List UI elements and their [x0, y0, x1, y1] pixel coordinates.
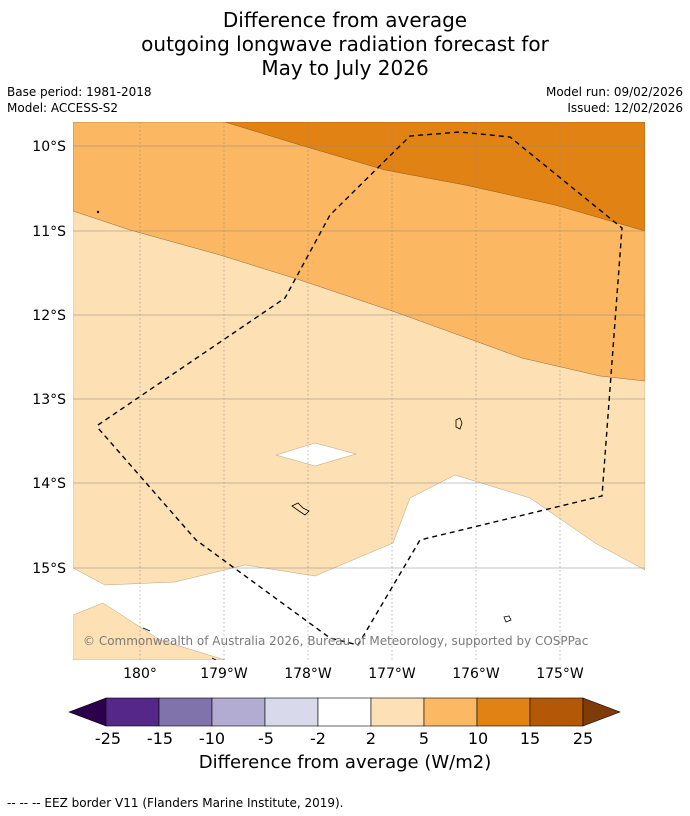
lon-label: 179°W: [200, 666, 248, 682]
island: [291, 502, 310, 516]
longitude-labels: 180° 179°W 178°W 177°W 176°W 175°W: [123, 666, 584, 682]
lat-label: 10°S: [32, 139, 66, 155]
colorbar-tick-label: -10: [198, 729, 226, 748]
colorbar-tick-label: -2: [310, 729, 326, 748]
lon-label: 178°W: [284, 666, 332, 682]
map-area: © Commonwealth of Australia 2026, Bureau…: [73, 122, 645, 660]
chart-title: Difference from average outgoing longwav…: [0, 8, 690, 80]
gridlines: [73, 122, 645, 660]
lon-label: 177°W: [368, 666, 416, 682]
colorbar-segment: [264, 697, 319, 727]
eez-legend: -- -- -- EEZ border V11 (Flanders Marine…: [7, 796, 344, 810]
latitude-labels: 10°S 11°S 12°S 13°S 14°S 15°S: [32, 139, 66, 577]
colorbar-arrow-low: [68, 697, 107, 727]
band-2-to-5-lower: [73, 602, 226, 660]
colorbar-title: Difference from average (W/m2): [198, 752, 492, 773]
lon-label: 176°W: [452, 666, 500, 682]
lat-label: 12°S: [32, 308, 66, 324]
colorbar-segment: [370, 697, 425, 727]
island: [455, 417, 463, 430]
colorbar-tick-label: -5: [258, 729, 274, 748]
lon-label: 180°: [123, 666, 157, 682]
colorbar-segment: [529, 697, 584, 727]
colorbar-segment: [105, 697, 160, 727]
copyright-notice: © Commonwealth of Australia 2026, Bureau…: [83, 634, 588, 648]
white-patch: [275, 442, 357, 467]
colorbar-tick-label: 10: [467, 729, 489, 748]
colorbar-segment: [317, 697, 372, 727]
colorbar-tick-label: -15: [146, 729, 174, 748]
title-line-2: outgoing longwave radiation forecast for: [141, 32, 549, 56]
lat-label: 11°S: [32, 224, 66, 240]
band-10-to-15: [224, 122, 645, 232]
colorbar-tick-label: 25: [572, 729, 594, 748]
title-line-1: Difference from average: [222, 8, 468, 32]
island: [96, 210, 100, 214]
colorbar-segments: [105, 697, 584, 727]
map-figure: © Commonwealth of Australia 2026, Bureau…: [32, 122, 645, 682]
title-line-3: May to July 2026: [261, 56, 429, 80]
model-run: Model run: 09/02/2026: [545, 85, 683, 99]
colorbar-segment: [211, 697, 266, 727]
eez-border: [97, 131, 623, 646]
lat-label: 15°S: [32, 561, 66, 577]
colorbar-tick-label: 2: [365, 729, 377, 748]
colorbar-tick-label: 5: [418, 729, 430, 748]
meta-right: Model run: 09/02/2026 Issued: 12/02/2026: [546, 84, 683, 116]
model-name: Model: ACCESS-S2: [7, 101, 119, 115]
meta-left: Base period: 1981-2018 Model: ACCESS-S2: [7, 84, 152, 116]
colorbar-segment: [423, 697, 478, 727]
colorbar-segment: [476, 697, 531, 727]
colorbar-arrow-high: [582, 697, 621, 727]
islands: [96, 210, 512, 660]
island: [211, 657, 217, 660]
colorbar-segment: [158, 697, 213, 727]
issued-date: Issued: 12/02/2026: [567, 101, 683, 115]
lat-label: 13°S: [32, 392, 66, 408]
lon-label: 175°W: [536, 666, 584, 682]
island: [142, 627, 151, 632]
colorbar: [68, 697, 621, 727]
colorbar-tick-label: -25: [94, 729, 122, 748]
lat-label: 14°S: [32, 476, 66, 492]
island: [503, 615, 512, 623]
colorbar-tick-label: 15: [519, 729, 541, 748]
base-period: Base period: 1981-2018: [7, 85, 152, 99]
